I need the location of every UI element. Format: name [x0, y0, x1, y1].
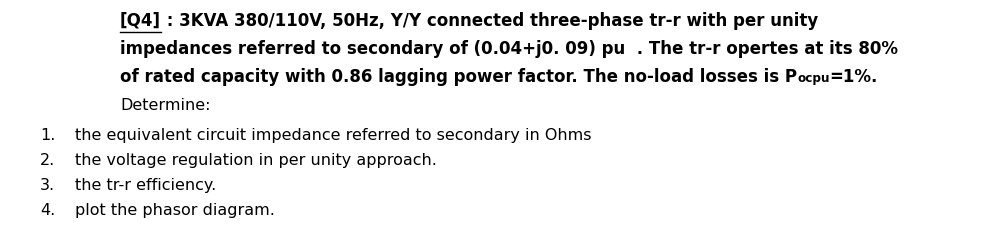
Text: impedances referred to secondary of (0.04+j0. 09) pu  . The tr-r opertes at its : impedances referred to secondary of (0.0… — [120, 40, 898, 58]
Text: of rated capacity with 0.86 lagging power factor. The no-load losses is P: of rated capacity with 0.86 lagging powe… — [120, 68, 797, 86]
Text: the tr-r efficiency.: the tr-r efficiency. — [75, 178, 216, 193]
Text: =1%.: =1%. — [830, 68, 878, 86]
Text: [Q4]: [Q4] — [120, 12, 161, 30]
Text: 3.: 3. — [40, 178, 55, 193]
Text: the equivalent circuit impedance referred to secondary in Ohms: the equivalent circuit impedance referre… — [75, 128, 591, 143]
Text: : 3KVA 380/110V, 50Hz, Y/Y connected three-phase tr-r with per unity: : 3KVA 380/110V, 50Hz, Y/Y connected thr… — [161, 12, 819, 30]
Text: Determine:: Determine: — [120, 98, 210, 113]
Text: 1.: 1. — [40, 128, 56, 143]
Text: 2.: 2. — [40, 153, 55, 168]
Text: plot the phasor diagram.: plot the phasor diagram. — [75, 203, 275, 218]
Text: the voltage regulation in per unity approach.: the voltage regulation in per unity appr… — [75, 153, 437, 168]
Text: ocpu: ocpu — [797, 72, 830, 85]
Text: 4.: 4. — [40, 203, 55, 218]
